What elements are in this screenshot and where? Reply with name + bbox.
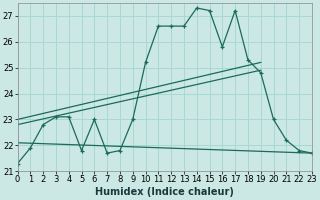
X-axis label: Humidex (Indice chaleur): Humidex (Indice chaleur) <box>95 187 234 197</box>
